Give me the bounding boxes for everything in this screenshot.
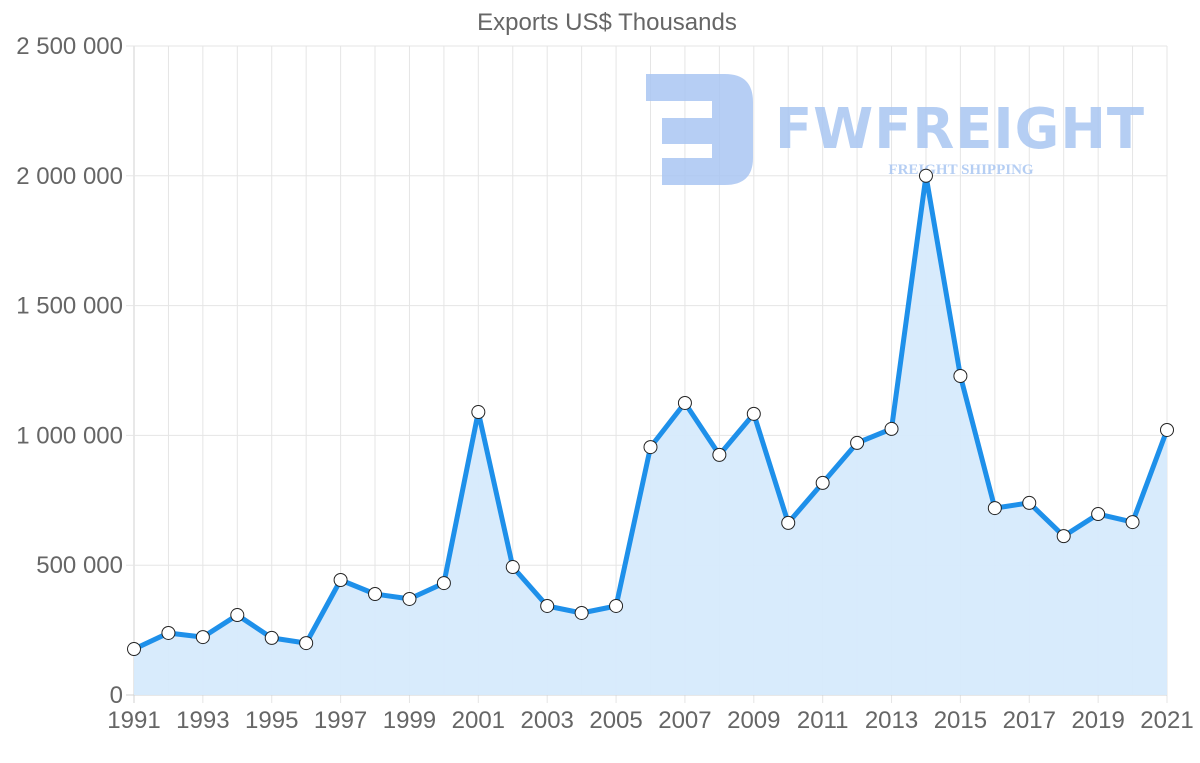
y-tick-label: 0 [110, 682, 123, 709]
y-tick-label: 1 500 000 [16, 293, 123, 320]
chart-title: Exports US$ Thousands [477, 9, 737, 36]
x-tick-label: 1995 [245, 707, 298, 734]
y-axis: 0 500 000 1 000 000 1 500 000 2 000 000 2 500… [16, 33, 123, 709]
data-point-2015[interactable] [953, 368, 968, 383]
data-point-1996[interactable] [299, 636, 314, 651]
data-point-1994[interactable] [230, 608, 245, 623]
y-tick-label: 1 000 000 [16, 422, 123, 449]
data-point-2009[interactable] [746, 406, 761, 421]
data-point-2003[interactable] [540, 598, 555, 613]
y-tick-label: 2 500 000 [16, 33, 123, 60]
x-tick-label: 1993 [176, 707, 229, 734]
x-tick-label: 1991 [107, 707, 160, 734]
data-point-1993[interactable] [195, 630, 210, 645]
x-tick-label: 2009 [727, 707, 780, 734]
data-point-2000[interactable] [436, 576, 451, 591]
watermark-brand: FWFREIGHT [775, 97, 1145, 162]
y-tick-label: 500 000 [36, 552, 123, 579]
data-point-2008[interactable] [712, 447, 727, 462]
data-point-2018[interactable] [1056, 529, 1071, 544]
data-point-2004[interactable] [574, 605, 589, 620]
data-markers [127, 168, 1174, 657]
data-point-2013[interactable] [884, 421, 899, 436]
data-point-1997[interactable] [333, 572, 348, 587]
x-tick-label: 2021 [1140, 707, 1193, 734]
fwfreight-watermark: FWFREIGHT FREIGHT SHIPPING [646, 74, 1145, 185]
data-point-1992[interactable] [161, 625, 176, 640]
watermark-tagline: FREIGHT SHIPPING [888, 162, 1033, 178]
data-point-2010[interactable] [781, 515, 796, 530]
data-point-2006[interactable] [643, 440, 658, 455]
x-tick-label: 2007 [658, 707, 711, 734]
x-tick-label: 2011 [797, 707, 849, 734]
x-tick-label: 2019 [1071, 707, 1124, 734]
x-tick-label: 2017 [1003, 707, 1056, 734]
x-tick-label: 2003 [521, 707, 574, 734]
x-tick-label: 2015 [934, 707, 987, 734]
data-point-2016[interactable] [987, 501, 1002, 516]
data-point-1999[interactable] [402, 591, 417, 606]
data-point-2002[interactable] [505, 560, 520, 575]
x-tick-label: 2005 [589, 707, 642, 734]
data-point-2007[interactable] [677, 395, 692, 410]
x-tick-label: 1999 [383, 707, 436, 734]
x-axis: 1991 1993 1995 1997 1999 2001 2003 2005 2007 2009… [107, 707, 1193, 734]
data-point-2011[interactable] [815, 475, 830, 490]
data-point-2005[interactable] [609, 598, 624, 613]
data-point-2001[interactable] [471, 405, 486, 420]
data-point-1991[interactable] [127, 642, 141, 657]
data-point-1998[interactable] [368, 587, 383, 602]
fwfreight-logo-icon [646, 74, 753, 185]
y-tick-label: 2 000 000 [16, 163, 123, 190]
data-point-2012[interactable] [850, 435, 865, 450]
x-tick-label: 2013 [865, 707, 918, 734]
data-point-2021[interactable] [1160, 422, 1174, 437]
data-point-2014[interactable] [918, 168, 933, 183]
data-point-2020[interactable] [1125, 515, 1140, 530]
data-point-1995[interactable] [264, 630, 279, 645]
data-point-2017[interactable] [1022, 495, 1037, 510]
x-tick-label: 1997 [314, 707, 367, 734]
data-point-2019[interactable] [1091, 507, 1106, 522]
x-tick-label: 2001 [452, 707, 505, 734]
